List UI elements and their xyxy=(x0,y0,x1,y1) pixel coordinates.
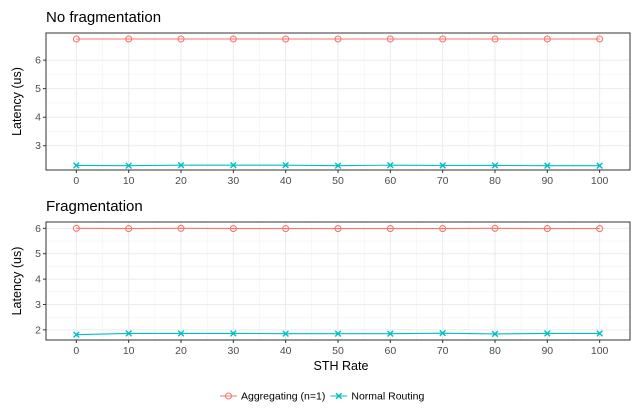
legend-item: Normal Routing xyxy=(330,391,424,403)
y-tick-label: 4 xyxy=(35,274,41,286)
y-tick-label: 4 xyxy=(35,112,41,124)
y-tick-label: 6 xyxy=(35,223,41,235)
x-tick-label: 10 xyxy=(123,175,135,187)
y-tick-label: 2 xyxy=(35,324,41,336)
x-tick-label: 40 xyxy=(280,175,292,187)
legend-item: Aggregating (n=1) xyxy=(220,391,325,403)
y-tick-label: 6 xyxy=(35,55,41,67)
legend-label: Aggregating (n=1) xyxy=(241,391,325,403)
x-tick-label: 30 xyxy=(227,345,239,357)
legend: Aggregating (n=1) Normal Routing xyxy=(220,391,424,403)
x-axis-label: STH Rate xyxy=(314,359,369,373)
y-tick-label: 5 xyxy=(35,248,41,260)
x-tick-label: 40 xyxy=(280,345,292,357)
x-tick-label: 80 xyxy=(489,345,501,357)
x-tick-label: 80 xyxy=(489,175,501,187)
x-tick-label: 60 xyxy=(384,175,396,187)
y-axis-label: Latency (us) xyxy=(10,67,24,136)
y-tick-label: 3 xyxy=(35,140,41,152)
y-tick-label: 3 xyxy=(35,299,41,311)
legend-label: Normal Routing xyxy=(351,391,424,403)
panel-title: No fragmentation xyxy=(46,9,161,26)
x-tick-label: 70 xyxy=(437,175,449,187)
x-tick-label: 20 xyxy=(175,175,187,187)
grid xyxy=(46,33,630,170)
x-tick-label: 0 xyxy=(73,345,79,357)
x-tick-label: 0 xyxy=(73,175,79,187)
grid xyxy=(46,222,630,340)
x-tick-label: 20 xyxy=(175,345,187,357)
x-tick-label: 60 xyxy=(384,345,396,357)
x-tick-label: 70 xyxy=(437,345,449,357)
x-tick-label: 90 xyxy=(541,345,553,357)
x-tick-label: 90 xyxy=(541,175,553,187)
panel-title: Fragmentation xyxy=(46,198,143,215)
x-tick-label: 10 xyxy=(123,345,135,357)
x-tick-label: 100 xyxy=(591,345,609,357)
y-axis-label: Latency (us) xyxy=(10,247,24,316)
x-tick-label: 50 xyxy=(332,345,344,357)
x-tick-label: 30 xyxy=(227,175,239,187)
y-tick-label: 5 xyxy=(35,83,41,95)
x-tick-label: 50 xyxy=(332,175,344,187)
x-tick-label: 100 xyxy=(591,175,609,187)
